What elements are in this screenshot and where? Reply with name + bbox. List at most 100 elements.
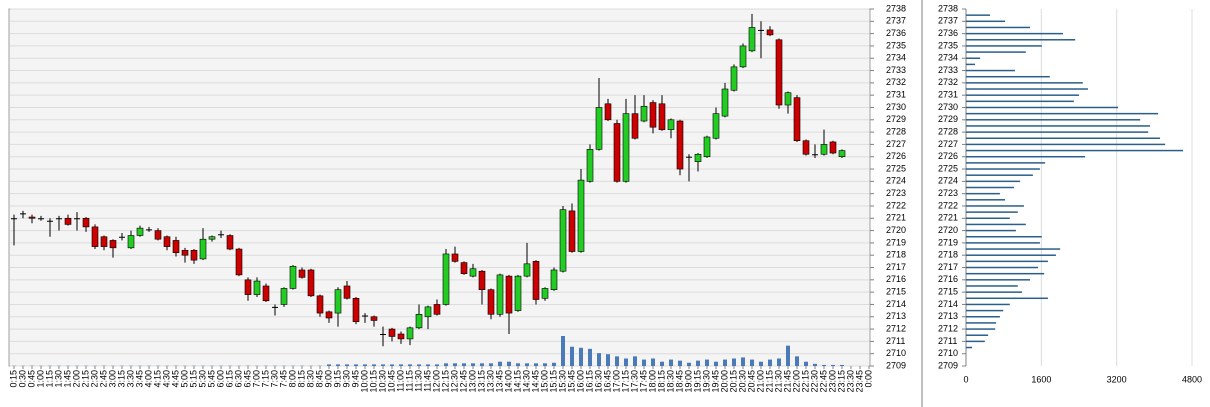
profile-bar — [966, 75, 1050, 78]
candle-body — [631, 113, 639, 139]
candle-body — [47, 220, 53, 222]
candle-body — [163, 236, 171, 247]
candle-body — [676, 120, 684, 170]
profile-bar — [966, 223, 1026, 226]
volume-bar — [822, 364, 826, 366]
y-tick-label: 2729 — [886, 114, 906, 124]
candle-body — [362, 315, 368, 317]
profile-bar — [966, 20, 1006, 23]
volume-bar — [741, 357, 745, 366]
candle-body — [586, 149, 594, 182]
candle-body — [622, 113, 630, 182]
volume-bar — [615, 356, 619, 366]
volume-bar — [543, 363, 547, 366]
x-tick-label: 19:45 — [710, 370, 720, 393]
y-tick-label: 2727 — [886, 139, 906, 149]
volume-bar — [570, 346, 574, 366]
x-tick-label: 4:00 — [143, 370, 153, 388]
profile-bar — [966, 94, 1079, 96]
x-tick-label: 6:45 — [242, 370, 252, 388]
candle-body — [244, 279, 252, 295]
y-tick-label: 2709 — [938, 360, 958, 370]
profile-bar — [966, 26, 1031, 29]
profile-bar — [966, 285, 1018, 287]
y-tick-label: 2715 — [886, 287, 906, 297]
x-tick-label: 23:45 — [854, 370, 864, 393]
x-tick-label: 8:30 — [305, 370, 315, 388]
y-tick-label: 2736 — [886, 28, 906, 38]
y-tick-label: 2719 — [938, 237, 958, 247]
candle-body — [712, 113, 720, 139]
x-tick-label: 17:30 — [629, 370, 639, 393]
x-tick-label: 10:15 — [368, 370, 378, 393]
candle-body — [28, 216, 36, 219]
profile-bar — [966, 316, 1000, 318]
x-tick-label: 9:00 — [323, 370, 333, 388]
x-tick-label: 5:15 — [188, 370, 198, 388]
candle-body — [82, 217, 90, 228]
x-tick-label: 12:00 — [431, 370, 441, 393]
profile-bar — [966, 45, 1042, 47]
x-tick-label: 4:15 — [152, 370, 162, 388]
x-tick-label: 5:00 — [179, 370, 189, 388]
profile-bar — [966, 119, 1141, 121]
x-tick-label: 10:30 — [377, 370, 387, 393]
profile-bar — [966, 174, 1033, 176]
x-tick-label: 2:30 — [89, 370, 99, 388]
x-tick-label: 1600 — [1031, 374, 1051, 384]
candle-body — [136, 227, 144, 236]
x-tick-label: 13:45 — [494, 370, 504, 393]
x-tick-label: 20:30 — [737, 370, 747, 393]
x-tick-label: 21:30 — [773, 370, 783, 393]
volume-bar — [696, 360, 700, 366]
y-tick-label: 2720 — [938, 225, 958, 235]
candle-body — [190, 249, 198, 261]
x-tick-label: 15:15 — [548, 370, 558, 393]
candle-body — [91, 226, 99, 247]
y-tick-label: 2712 — [938, 323, 958, 333]
x-tick-label: 3200 — [1107, 374, 1127, 384]
candle-body — [541, 288, 549, 299]
x-tick-label: 8:00 — [287, 370, 297, 388]
x-tick-label: 0 — [963, 374, 968, 384]
volume-bar — [435, 364, 439, 366]
y-tick-label: 2714 — [938, 299, 958, 309]
x-tick-label: 6:00 — [215, 370, 225, 388]
profile-bar — [966, 155, 1086, 158]
candle-body — [442, 253, 450, 305]
x-tick-label: 13:30 — [485, 370, 495, 393]
y-tick-label: 2727 — [938, 139, 958, 149]
y-tick-label: 2718 — [938, 250, 958, 260]
volume-bar — [813, 363, 817, 366]
x-tick-label: 18:15 — [656, 370, 666, 393]
candle-body — [307, 269, 315, 297]
candle-body — [272, 306, 278, 308]
y-tick-label: 2711 — [886, 336, 905, 346]
y-tick-label: 2731 — [938, 90, 958, 100]
volume-bar — [669, 359, 673, 366]
candle-body — [370, 316, 378, 321]
x-tick-label: 8:45 — [314, 370, 324, 388]
x-tick-label: 5:45 — [206, 370, 216, 388]
x-tick-label: 15:00 — [539, 370, 549, 393]
candle-body — [730, 66, 738, 91]
candle-body — [766, 29, 774, 36]
x-tick-label: 12:45 — [458, 370, 468, 393]
profile-bar — [966, 199, 1006, 201]
x-tick-label: 15:30 — [557, 370, 567, 393]
candle-body — [226, 235, 234, 250]
candle-body — [694, 153, 702, 162]
candle-body — [514, 275, 522, 311]
volume-bar — [489, 363, 493, 366]
y-tick-label: 2719 — [886, 237, 906, 247]
profile-bar — [966, 32, 1063, 35]
volume-bar — [633, 356, 637, 366]
volume-bar — [759, 361, 763, 366]
y-tick-label: 2732 — [938, 77, 958, 87]
volume-bar — [651, 358, 655, 366]
profile-bar — [966, 322, 997, 324]
y-tick-label: 2736 — [938, 28, 958, 38]
x-tick-label: 1:15 — [44, 370, 54, 388]
y-tick-label: 2718 — [886, 250, 906, 260]
candle-body — [64, 217, 72, 225]
